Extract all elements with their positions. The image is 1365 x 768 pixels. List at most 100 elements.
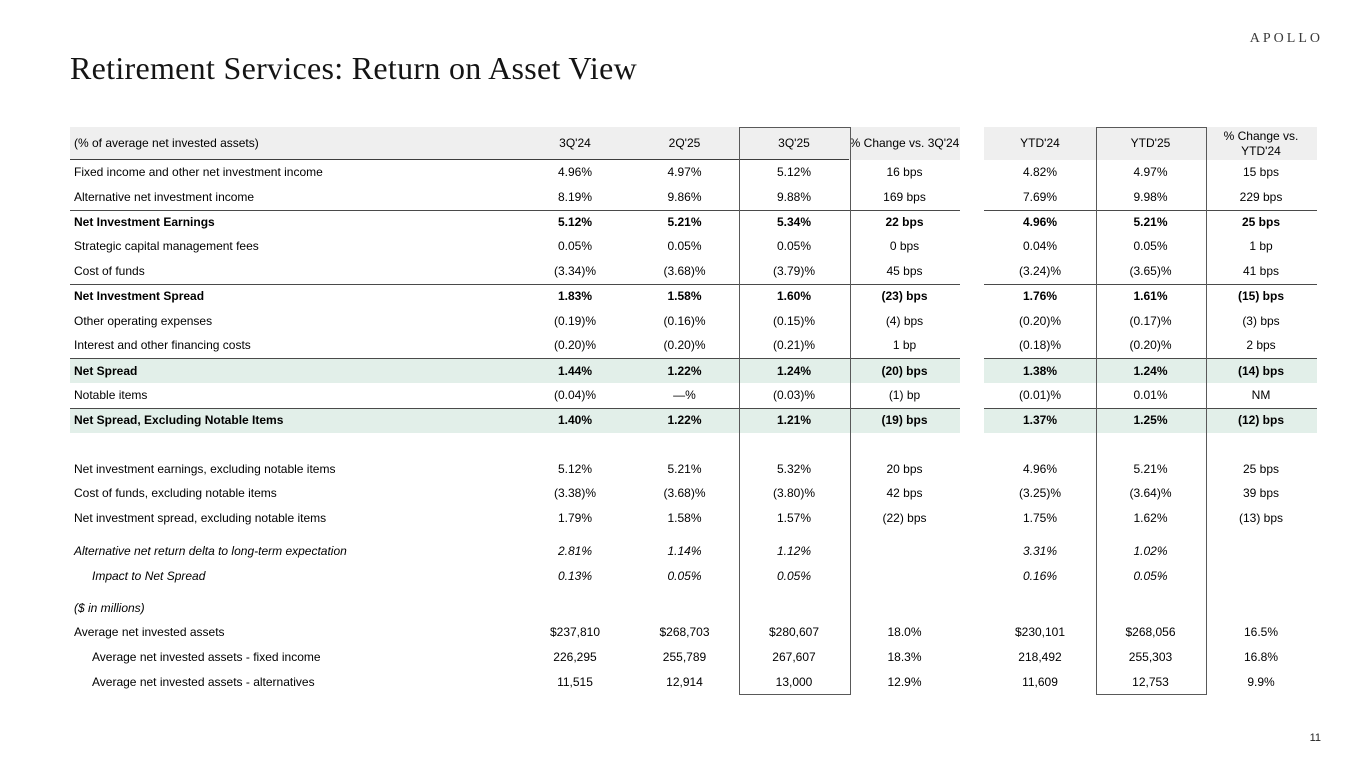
cell-value: 1.25% <box>1096 407 1205 433</box>
cell-value: 0.05% <box>776 568 812 583</box>
column-header-change-vs-3q24: % Change vs. 3Q'24 <box>849 127 960 160</box>
cell-value: (0.04)% <box>553 388 597 403</box>
column-gap <box>960 259 984 284</box>
cell-value: (0.17)% <box>1129 313 1172 328</box>
cell-value: 16.5% <box>1243 625 1279 640</box>
cell-value: $268,056 <box>1125 625 1176 640</box>
cell-value: (3.34)% <box>553 264 597 279</box>
cell-value: (0.15)% <box>772 313 816 328</box>
cell-value: 12,914 <box>666 675 703 690</box>
cell-value: 0.05% <box>667 239 702 254</box>
cell-value <box>849 539 960 564</box>
cell-value: 25 bps <box>1242 461 1280 476</box>
cell-value: 4.96% <box>984 209 1096 235</box>
column-gap <box>960 185 984 210</box>
cell-value: 8.19% <box>557 189 593 204</box>
cell-value: NM <box>1251 388 1271 403</box>
column-gap <box>960 383 984 408</box>
cell-value: (0.20)% <box>1129 338 1172 353</box>
row-label: Strategic capital management fees <box>74 239 259 254</box>
cell-value: 3.31% <box>1022 544 1058 559</box>
column-gap <box>960 210 984 235</box>
cell-value: 1.58% <box>667 511 702 526</box>
cell-value: 45 bps <box>886 264 923 279</box>
cell-value: 7.69% <box>1022 189 1058 204</box>
cell-value: $268,703 <box>659 625 710 640</box>
cell-value: 1.14% <box>667 544 702 559</box>
column-header-2q25: 2Q'25 <box>630 127 739 160</box>
table-row: Net Spread 1.44% 1.22% 1.24% (20) bps 1.38% 1.… <box>70 358 1317 384</box>
page-number: 11 <box>1309 732 1321 744</box>
cell-value: 9.98% <box>1133 189 1168 204</box>
cell-value: 9.88% <box>776 189 812 204</box>
cell-value <box>849 564 960 589</box>
table-spacer <box>70 589 1317 596</box>
table-row: Strategic capital management fees 0.05% 0.… <box>70 234 1317 259</box>
cell-value: (3.80)% <box>772 486 816 501</box>
cell-value <box>739 596 849 621</box>
cell-value: (3.65)% <box>1129 264 1172 279</box>
cell-value: 5.21% <box>1133 461 1168 476</box>
cell-value: 0.05% <box>557 239 593 254</box>
table-body: Fixed income and other net investment in… <box>70 160 1317 695</box>
column-gap <box>960 408 984 433</box>
column-header-ytd24: YTD'24 <box>984 127 1096 160</box>
row-label: Net Spread <box>70 358 520 384</box>
row-label: Alternative net return delta to long-ter… <box>74 544 347 559</box>
table-row: Net Investment Earnings 5.12% 5.21% 5.34% 22… <box>70 209 1317 235</box>
cell-value: 1.76% <box>984 283 1096 309</box>
cell-value: (3.68)% <box>663 264 706 279</box>
cell-value: (0.18)% <box>1018 338 1062 353</box>
cell-value: 4.96% <box>1022 461 1058 476</box>
cell-value: 0.05% <box>667 568 702 583</box>
cell-value: $280,607 <box>768 625 820 640</box>
cell-value <box>849 596 960 621</box>
cell-value: (3.25)% <box>1018 486 1062 501</box>
cell-value: 229 bps <box>1239 189 1283 204</box>
column-gap <box>960 621 984 646</box>
cell-value: 9.86% <box>667 189 702 204</box>
cell-value: 1.58% <box>630 283 739 309</box>
page-title: Retirement Services: Return on Asset Vie… <box>70 50 638 86</box>
column-gap <box>960 358 984 383</box>
cell-value: (1) bp <box>888 388 921 403</box>
cell-value: 18.3% <box>887 650 922 665</box>
cell-value: 1.61% <box>1096 283 1205 309</box>
cell-value: (0.01)% <box>1018 388 1062 403</box>
cell-value: 1.38% <box>984 358 1096 384</box>
table-row: Notable items (0.04)% —% (0.03)% (1) bp (0.01… <box>70 383 1317 408</box>
cell-value: (0.16)% <box>663 313 706 328</box>
cell-value: 0.05% <box>1133 239 1168 254</box>
cell-value: 1.22% <box>630 358 739 384</box>
cell-value: 39 bps <box>1242 486 1280 501</box>
cell-value: 1.21% <box>739 407 849 433</box>
row-label: Net Investment Spread <box>70 283 520 309</box>
cell-value: (15) bps <box>1205 283 1317 309</box>
row-label: Fixed income and other net investment in… <box>74 164 323 179</box>
cell-value: 5.12% <box>776 164 812 179</box>
cell-value: 42 bps <box>886 486 923 501</box>
cell-value: (0.21)% <box>772 338 816 353</box>
cell-value: 0.04% <box>1022 239 1058 254</box>
column-gap <box>960 564 984 589</box>
column-header-change-vs-ytd24: % Change vs. YTD'24 <box>1205 127 1317 160</box>
return-on-asset-table: (% of average net invested assets) 3Q'24… <box>70 127 1317 695</box>
cell-value: (13) bps <box>1238 511 1284 526</box>
cell-value: (14) bps <box>1205 358 1317 384</box>
cell-value: 1 bp <box>1249 239 1273 254</box>
table-row: Cost of funds (3.34)% (3.68)% (3.79)% 45 bps… <box>70 259 1317 284</box>
cell-value: 12.9% <box>887 675 922 690</box>
cell-value: 1.37% <box>984 407 1096 433</box>
row-label: Net investment spread, excluding notable… <box>74 511 327 526</box>
cell-value: (0.20)% <box>553 338 597 353</box>
cell-value: 1.79% <box>557 511 593 526</box>
cell-value: (22) bps <box>882 511 927 526</box>
cell-value: 25 bps <box>1205 209 1317 235</box>
cell-value: 1.83% <box>520 283 630 309</box>
cell-value: 0.16% <box>1022 568 1058 583</box>
column-gap <box>960 645 984 670</box>
table-row: Interest and other financing costs (0.20)… <box>70 334 1317 359</box>
cell-value: 1.24% <box>1096 358 1205 384</box>
table-spacer <box>70 531 1317 539</box>
table-row: Alternative net investment income 8.19% 9.… <box>70 185 1317 210</box>
